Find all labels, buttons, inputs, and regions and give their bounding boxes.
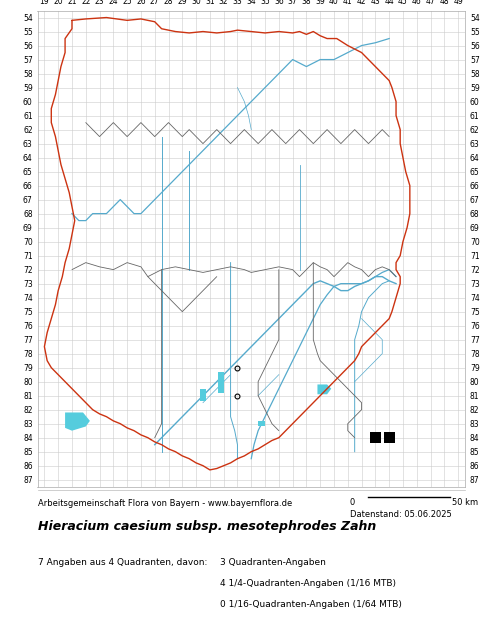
- Text: 4 1/4-Quadranten-Angaben (1/16 MTB): 4 1/4-Quadranten-Angaben (1/16 MTB): [220, 579, 396, 588]
- Text: Arbeitsgemeinschaft Flora von Bayern - www.bayernflora.de: Arbeitsgemeinschaft Flora von Bayern - w…: [38, 499, 292, 508]
- Text: 50 km: 50 km: [452, 498, 478, 507]
- Polygon shape: [258, 421, 265, 427]
- Bar: [370, 432, 381, 443]
- Polygon shape: [200, 389, 205, 401]
- Polygon shape: [65, 412, 90, 431]
- Bar: [384, 432, 394, 443]
- Text: 7 Angaben aus 4 Quadranten, davon:: 7 Angaben aus 4 Quadranten, davon:: [38, 558, 207, 567]
- Text: 0 1/16-Quadranten-Angaben (1/64 MTB): 0 1/16-Quadranten-Angaben (1/64 MTB): [220, 600, 402, 609]
- Polygon shape: [318, 384, 331, 394]
- Polygon shape: [218, 372, 224, 393]
- Text: Hieracium caesium subsp. mesotephrodes Zahn: Hieracium caesium subsp. mesotephrodes Z…: [38, 520, 376, 533]
- Text: 3 Quadranten-Angaben: 3 Quadranten-Angaben: [220, 558, 326, 567]
- Text: Datenstand: 05.06.2025: Datenstand: 05.06.2025: [350, 510, 452, 519]
- Text: 0: 0: [350, 498, 355, 507]
